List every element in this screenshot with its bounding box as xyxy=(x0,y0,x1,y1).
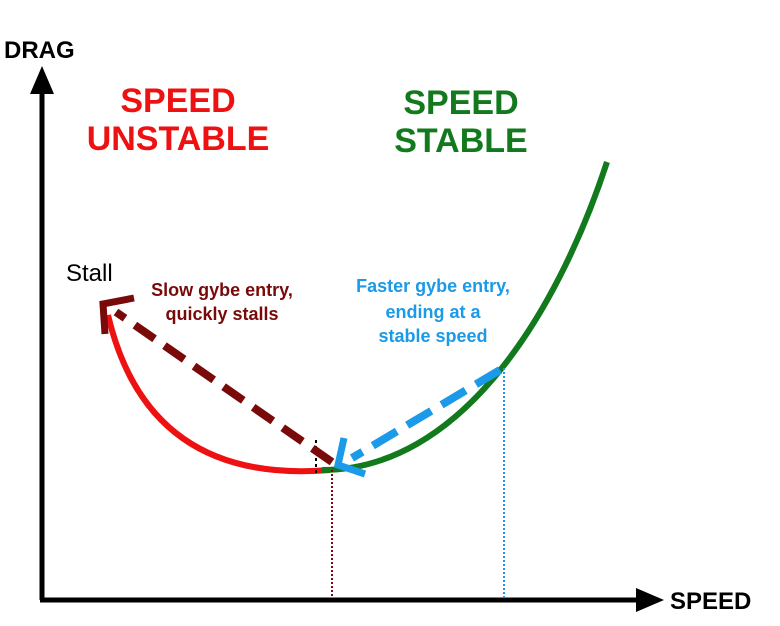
fast-entry-annotation: Faster gybe entry, ending at a stable sp… xyxy=(356,276,510,346)
stable-title-line2: STABLE xyxy=(394,122,527,160)
slow-entry-arrow-shaft xyxy=(113,308,335,466)
region-unstable-title: SPEED UNSTABLE xyxy=(87,82,270,158)
slow-entry-annotation: Slow gybe entry, quickly stalls xyxy=(151,280,293,324)
slow-entry-arrowhead xyxy=(99,294,135,335)
fast-entry-arrowhead xyxy=(333,437,367,478)
x-axis-label: SPEED xyxy=(670,588,751,615)
y-axis-arrowhead xyxy=(30,66,54,94)
fast-entry-arrow-shaft xyxy=(349,366,503,462)
slow-entry-arrow xyxy=(99,294,335,466)
stable-title-line1: SPEED xyxy=(403,84,518,122)
fast-entry-line3: stable speed xyxy=(378,326,487,346)
stall-label: Stall xyxy=(66,260,113,287)
slow-entry-line2: quickly stalls xyxy=(165,304,278,324)
x-axis-arrowhead xyxy=(636,588,664,612)
unstable-title-line2: UNSTABLE xyxy=(87,120,270,158)
y-axis-label: DRAG xyxy=(4,37,75,64)
axes xyxy=(30,66,664,612)
fast-entry-line2: ending at a xyxy=(385,302,481,322)
region-stable-title: SPEED STABLE xyxy=(394,84,527,160)
slow-entry-line1: Slow gybe entry, xyxy=(151,280,293,300)
unstable-title-line1: SPEED xyxy=(120,82,235,120)
fast-entry-arrow xyxy=(333,366,503,478)
curve-unstable-segment xyxy=(105,314,331,475)
fast-entry-line1: Faster gybe entry, xyxy=(356,276,510,296)
